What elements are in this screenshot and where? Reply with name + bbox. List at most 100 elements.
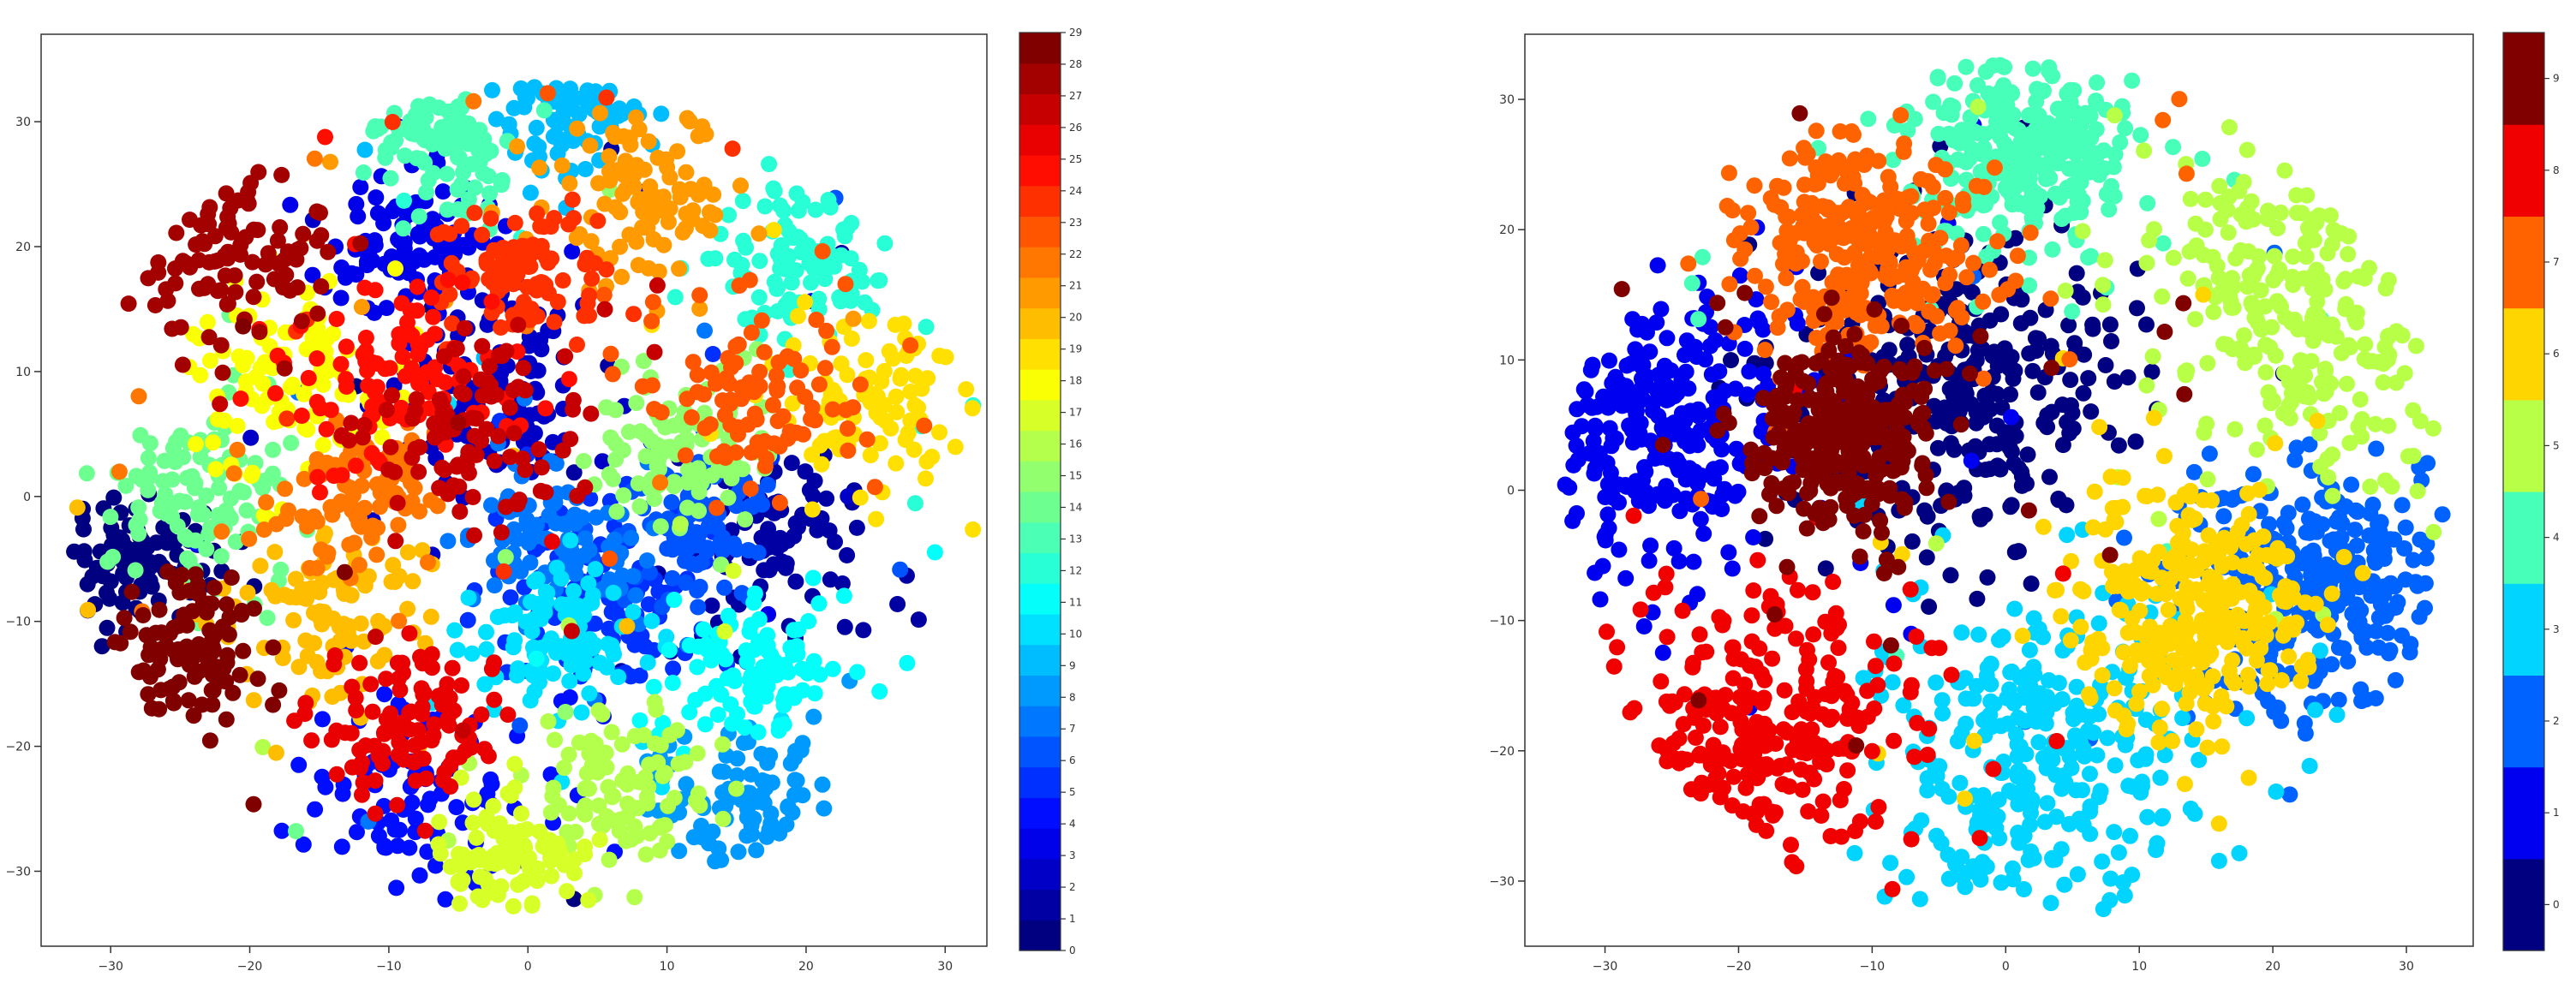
data-point xyxy=(117,610,133,626)
data-point xyxy=(226,465,242,481)
data-point xyxy=(716,580,732,596)
data-point xyxy=(547,732,563,748)
data-point xyxy=(2093,783,2109,799)
data-point xyxy=(2324,488,2340,504)
data-point xyxy=(597,301,613,318)
data-point xyxy=(457,742,474,759)
data-point xyxy=(590,176,607,192)
data-point xyxy=(271,682,287,699)
data-point xyxy=(396,193,412,209)
data-point xyxy=(2054,396,2071,413)
data-point xyxy=(1985,57,2001,74)
data-point xyxy=(1970,98,1987,115)
data-point xyxy=(679,500,696,516)
data-point xyxy=(1754,322,1771,338)
data-point xyxy=(762,822,778,838)
data-point xyxy=(761,156,777,172)
data-point xyxy=(583,406,599,422)
data-point xyxy=(2250,314,2266,331)
data-point xyxy=(1557,477,1574,493)
data-point xyxy=(285,612,302,629)
data-point xyxy=(453,677,469,694)
data-point xyxy=(2200,471,2216,487)
data-point xyxy=(218,267,234,283)
data-point xyxy=(391,747,407,763)
data-point xyxy=(2335,273,2352,289)
data-point xyxy=(252,557,268,574)
data-point xyxy=(557,349,573,365)
data-point xyxy=(2084,317,2101,333)
data-point xyxy=(2138,378,2155,394)
data-point xyxy=(697,686,714,702)
data-point xyxy=(460,612,476,629)
data-point xyxy=(561,673,577,689)
data-point xyxy=(554,158,571,174)
data-point xyxy=(1993,82,2010,98)
data-point xyxy=(2138,317,2155,333)
data-point xyxy=(224,685,241,701)
data-point xyxy=(797,294,813,310)
data-point xyxy=(2067,727,2083,743)
data-point xyxy=(1992,214,2008,230)
data-point xyxy=(2273,712,2289,729)
data-point xyxy=(296,590,312,606)
data-point xyxy=(532,602,548,618)
data-point xyxy=(309,350,326,366)
data-point xyxy=(852,490,869,506)
data-point xyxy=(2041,672,2057,688)
data-point xyxy=(1970,627,1987,643)
data-point xyxy=(714,736,731,753)
data-point xyxy=(863,394,879,410)
colorbar-segment xyxy=(1019,155,1061,186)
data-point xyxy=(2099,186,2115,202)
data-point xyxy=(128,563,144,579)
x-tick-label: −30 xyxy=(98,960,123,974)
data-point xyxy=(737,511,753,527)
data-point xyxy=(756,344,773,360)
data-point xyxy=(1642,538,1659,554)
data-point xyxy=(2292,352,2309,368)
data-point xyxy=(246,600,262,617)
data-point xyxy=(574,509,590,526)
data-point xyxy=(510,877,526,893)
data-point xyxy=(1992,129,2008,146)
data-point xyxy=(666,418,683,434)
data-point xyxy=(2410,483,2426,499)
data-point xyxy=(390,517,406,533)
data-point xyxy=(161,681,177,697)
data-point xyxy=(578,87,595,104)
data-point xyxy=(1886,597,1902,613)
data-point xyxy=(356,417,373,433)
data-point xyxy=(391,822,408,838)
data-point xyxy=(623,530,639,546)
data-point xyxy=(2261,384,2277,401)
data-point xyxy=(493,879,509,895)
data-point xyxy=(2089,748,2105,764)
data-point xyxy=(461,465,477,481)
data-point xyxy=(678,431,695,447)
data-point xyxy=(610,669,626,685)
data-point xyxy=(867,479,883,495)
data-point xyxy=(212,396,228,412)
data-point xyxy=(804,502,821,518)
data-point xyxy=(1693,422,1709,438)
data-point xyxy=(1704,366,1720,383)
data-point xyxy=(642,178,658,194)
data-point xyxy=(368,629,384,645)
data-point xyxy=(1593,592,1609,608)
data-point xyxy=(1690,311,1706,327)
data-point xyxy=(1600,476,1617,492)
data-point xyxy=(543,218,559,235)
data-point xyxy=(409,279,426,295)
data-point xyxy=(1934,781,1951,797)
data-point xyxy=(888,456,904,472)
data-point xyxy=(461,590,477,606)
y-tick-label: 20 xyxy=(15,241,31,254)
data-point xyxy=(1943,435,1959,451)
data-point xyxy=(628,587,644,604)
data-point xyxy=(1584,400,1600,416)
data-point xyxy=(786,622,802,638)
data-point xyxy=(1993,112,2009,128)
data-point xyxy=(916,418,932,434)
